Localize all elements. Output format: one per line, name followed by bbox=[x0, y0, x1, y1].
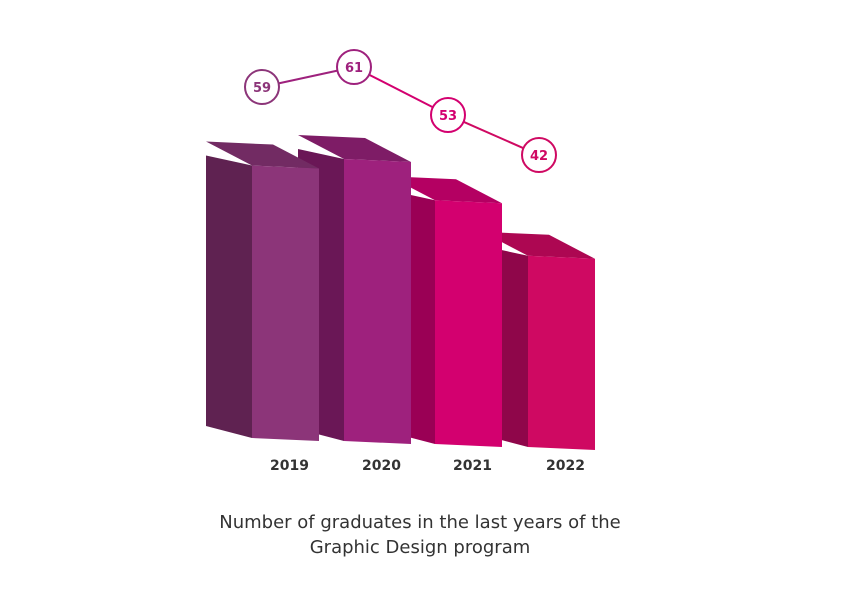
x-tick-label-2022: 2022 bbox=[546, 458, 585, 474]
data-label-2021: 53 bbox=[439, 109, 457, 124]
trend-line-group bbox=[278, 69, 524, 150]
chart-title: Number of graduates in the last years of… bbox=[150, 510, 690, 560]
trend-line-segment-2019-2020 bbox=[278, 69, 338, 85]
value-marker-2022: 42 bbox=[521, 137, 557, 173]
bar-front-2019 bbox=[252, 165, 319, 442]
bar-front-2020 bbox=[344, 158, 411, 445]
data-label-2022: 42 bbox=[530, 149, 548, 164]
x-axis-labels: 2022 2021 2020 2019 bbox=[270, 458, 585, 474]
bar-2019 bbox=[206, 141, 319, 442]
x-tick-label-2019: 2019 bbox=[270, 458, 309, 474]
value-marker-circle bbox=[430, 97, 466, 133]
value-marker-circle bbox=[336, 49, 372, 85]
x-tick-label-2020: 2020 bbox=[362, 458, 401, 474]
bar-top-2022 bbox=[482, 231, 595, 259]
trend-line-segment-2021-2022 bbox=[463, 120, 524, 150]
bar-top-2019 bbox=[206, 141, 319, 169]
bar-front-2022 bbox=[528, 255, 595, 450]
trend-line-segment-2020-2021 bbox=[368, 73, 434, 109]
chart-title-line-1: Number of graduates in the last years of… bbox=[219, 512, 621, 533]
value-marker-circle bbox=[521, 137, 557, 173]
bars-group bbox=[206, 134, 595, 450]
value-markers-group: 59 61 53 42 bbox=[244, 49, 557, 173]
value-marker-2021: 53 bbox=[430, 97, 466, 133]
bar-top-2021 bbox=[389, 176, 502, 204]
bar-front-2021 bbox=[435, 200, 502, 447]
bar-side-2019 bbox=[206, 155, 252, 439]
x-tick-label-2021: 2021 bbox=[453, 458, 492, 474]
data-label-2019: 59 bbox=[253, 81, 271, 96]
value-marker-2019: 59 bbox=[244, 69, 280, 105]
chart-title-line-2: Graphic Design program bbox=[309, 537, 531, 558]
data-label-2020: 61 bbox=[345, 61, 363, 76]
value-marker-2020: 61 bbox=[336, 49, 372, 85]
value-marker-circle bbox=[244, 69, 280, 105]
bar-top-2020 bbox=[298, 134, 411, 162]
